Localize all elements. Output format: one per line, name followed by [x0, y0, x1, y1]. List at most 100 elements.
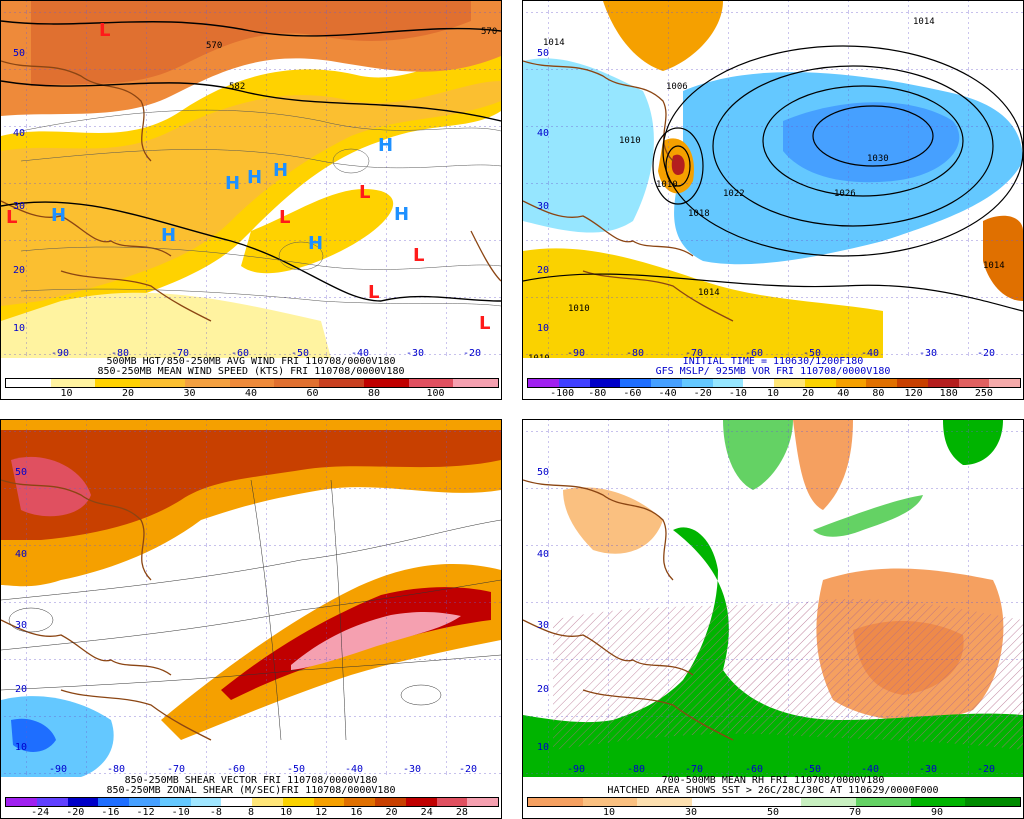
lat-label: 30: [13, 201, 25, 212]
lon-labels: -90 -80 -70 -60 -50 -40 -30 -20: [51, 348, 481, 358]
isobar-label: 1010: [568, 304, 590, 314]
isobar-label: 1010: [619, 136, 641, 146]
colorbar-ticks: 10 20 30 40 60 80 100: [5, 388, 497, 399]
colorbar-segment: [989, 379, 1020, 387]
lat-label: 40: [537, 549, 549, 560]
lon-label: -50: [803, 348, 821, 358]
lon-labels: -90 -80 -70 -60 -50 -40 -30 -20: [567, 348, 995, 358]
colorbar-tick-label: 50: [766, 807, 780, 818]
colorbar-tick-label: 70: [848, 807, 862, 818]
caption-line-2: HATCHED AREA SHOWS SST > 26C/28C/30C AT …: [607, 785, 939, 796]
panel-shear: -90 -80 -70 -60 -50 -40 -30 -20 50 40 30…: [0, 419, 502, 819]
colorbar-tick-label: 30: [183, 388, 196, 399]
wind-speed-map: H H H H H H H H L L L L L L L 570 570 58…: [1, 1, 501, 358]
coastline: [1, 60, 501, 322]
lon-label: -50: [287, 764, 305, 775]
lon-label: -40: [861, 348, 879, 358]
colorbar-tick-label: -60: [623, 388, 642, 399]
lon-label: -70: [171, 348, 189, 358]
colorbar-segment: [856, 798, 911, 806]
lon-label: -70: [685, 348, 703, 358]
coastline: [523, 60, 734, 322]
colorbar-segment: [804, 379, 836, 387]
colorbar-segment: [159, 798, 191, 806]
low-marker: L: [6, 207, 17, 228]
low-marker: L: [479, 313, 490, 334]
lon-label: -80: [111, 348, 129, 358]
low-marker: L: [368, 282, 379, 303]
low-marker: L: [99, 20, 110, 41]
colorbar-tick-label: 12: [315, 807, 328, 818]
colorbar-segment: [375, 798, 406, 806]
colorbar-segment: [712, 379, 744, 387]
lat-label: 40: [13, 128, 25, 139]
colorbar-tick-label: 180: [939, 388, 958, 399]
colorbar-ticks: -100 -80 -60 -40 -20 -10 10 20 40 80 120 180 250: [527, 388, 1019, 399]
colorbar-tick-label: 250: [974, 388, 993, 399]
colorbar-tick-label: 20: [385, 807, 398, 818]
lat-labels: 50 40 30 20 10: [15, 467, 27, 753]
caption-line-2: GFS MSLP/ 925MB VOR FRI 110708/0000V180: [655, 366, 891, 377]
high-marker: H: [51, 205, 66, 226]
colorbar-tick-label: 28: [455, 807, 468, 818]
relative-humidity-map: -90 -80 -70 -60 -50 -40 -30 -20 50 40 30…: [523, 420, 1023, 777]
isobar-label: 1010: [656, 180, 678, 190]
isobar-label: 1022: [723, 189, 745, 199]
colorbar-segment: [252, 798, 283, 806]
lon-label: -30: [919, 348, 937, 358]
lon-label: -70: [685, 764, 703, 775]
colorbar-segment: [274, 379, 320, 387]
colorbar-segment: [746, 798, 802, 806]
colorbar: [527, 378, 1021, 388]
colorbar-tick-label: -20: [693, 388, 712, 399]
colorbar: [527, 797, 1021, 807]
lat-label: 30: [15, 620, 27, 631]
high-marker: H: [273, 160, 288, 181]
colorbar-segment: [965, 798, 1021, 806]
lat-label: 30: [537, 620, 549, 631]
colorbar-segment: [651, 379, 682, 387]
high-marker: H: [247, 167, 262, 188]
colorbar-tick-label: 24: [420, 807, 433, 818]
colorbar-segment: [50, 379, 96, 387]
isobar-label: 1030: [867, 154, 889, 164]
lon-labels: -90 -80 -70 -60 -50 -40 -30 -20: [49, 764, 477, 775]
colorbar-segment: [6, 798, 37, 806]
colorbar-segment: [467, 798, 498, 806]
wind-streamlines: [20, 109, 501, 307]
colorbar-tick-label: -10: [728, 388, 747, 399]
lat-label: 20: [537, 265, 549, 276]
lon-label: -80: [627, 764, 645, 775]
lon-label: -40: [861, 764, 879, 775]
colorbar-segment: [436, 798, 468, 806]
isobar-label: 1014: [543, 38, 565, 48]
lat-label: 50: [537, 48, 549, 59]
lon-label: -30: [406, 348, 424, 358]
colorbar-segment: [910, 798, 966, 806]
isobar-label: 1026: [834, 189, 856, 199]
lat-labels: 50 40 30 20 10: [13, 48, 25, 334]
colorbar-segment: [743, 379, 774, 387]
high-marker: H: [161, 225, 176, 246]
lon-label: -20: [977, 348, 995, 358]
lon-label: -40: [345, 764, 363, 775]
isobar-label: 1014: [913, 17, 935, 27]
lat-label: 30: [537, 201, 549, 212]
colorbar-tick-label: -12: [136, 807, 155, 818]
colorbar-segment: [98, 798, 129, 806]
colorbar-tick-label: 120: [904, 388, 923, 399]
colorbar-segment: [801, 798, 857, 806]
contour-label: 570: [206, 41, 222, 51]
colorbar-segment: [95, 379, 141, 387]
lat-label: 20: [13, 265, 25, 276]
isobar-label: 1006: [666, 82, 688, 92]
colorbar-segment: [408, 379, 454, 387]
high-marker: H: [394, 204, 409, 225]
colorbar-tick-label: 10: [602, 807, 616, 818]
lat-labels: 50 40 30 20 10: [537, 467, 549, 753]
colorbar-segment: [282, 798, 314, 806]
lon-label: -60: [227, 764, 245, 775]
colorbar: [5, 378, 499, 388]
colorbar-segment: [774, 379, 805, 387]
lon-labels: -90 -80 -70 -60 -50 -40 -30 -20: [567, 764, 995, 775]
